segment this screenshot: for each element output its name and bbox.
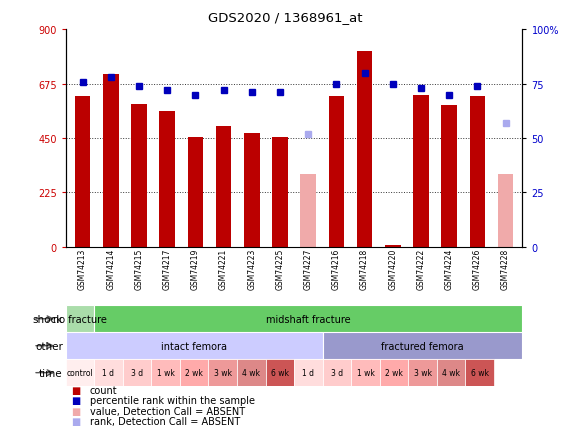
Bar xyxy=(300,175,316,247)
Text: value, Detection Call = ABSENT: value, Detection Call = ABSENT xyxy=(90,406,245,415)
Bar xyxy=(413,95,429,247)
Bar xyxy=(498,175,513,247)
Text: time: time xyxy=(39,368,63,378)
Bar xyxy=(385,245,400,247)
Text: GDS2020 / 1368961_at: GDS2020 / 1368961_at xyxy=(208,11,363,24)
Text: 1 wk: 1 wk xyxy=(156,368,175,377)
Text: 1 wk: 1 wk xyxy=(356,368,375,377)
Bar xyxy=(244,134,260,247)
Bar xyxy=(66,306,94,332)
Bar xyxy=(159,112,175,247)
Bar xyxy=(437,359,465,386)
Bar xyxy=(208,359,237,386)
Bar xyxy=(216,127,231,247)
Bar xyxy=(180,359,208,386)
Bar xyxy=(66,332,323,359)
Text: 1 d: 1 d xyxy=(302,368,315,377)
Text: count: count xyxy=(90,385,117,395)
Bar xyxy=(357,52,372,247)
Bar xyxy=(75,96,90,247)
Bar xyxy=(131,105,147,247)
Text: ■: ■ xyxy=(71,406,81,415)
Text: rank, Detection Call = ABSENT: rank, Detection Call = ABSENT xyxy=(90,416,240,426)
Text: 2 wk: 2 wk xyxy=(385,368,403,377)
Text: 3 wk: 3 wk xyxy=(214,368,232,377)
Text: 3 wk: 3 wk xyxy=(413,368,432,377)
Text: 2 wk: 2 wk xyxy=(185,368,203,377)
Text: control: control xyxy=(67,368,93,377)
Text: no fracture: no fracture xyxy=(53,314,107,324)
Text: percentile rank within the sample: percentile rank within the sample xyxy=(90,395,255,405)
Text: ■: ■ xyxy=(71,385,81,395)
Text: 3 d: 3 d xyxy=(131,368,143,377)
Text: 1 d: 1 d xyxy=(102,368,115,377)
Bar xyxy=(465,359,494,386)
Bar xyxy=(94,359,123,386)
Text: intact femora: intact femora xyxy=(161,341,227,351)
Text: ■: ■ xyxy=(71,395,81,405)
Bar xyxy=(237,359,266,386)
Text: ■: ■ xyxy=(71,416,81,426)
Bar xyxy=(351,359,380,386)
Text: other: other xyxy=(35,341,63,351)
Text: midshaft fracture: midshaft fracture xyxy=(266,314,351,324)
Text: 6 wk: 6 wk xyxy=(471,368,489,377)
Bar xyxy=(151,359,180,386)
Text: fractured femora: fractured femora xyxy=(381,341,464,351)
Text: 3 d: 3 d xyxy=(331,368,343,377)
Bar xyxy=(272,138,288,247)
Text: 4 wk: 4 wk xyxy=(442,368,460,377)
Text: 4 wk: 4 wk xyxy=(242,368,260,377)
Bar xyxy=(294,359,323,386)
Bar xyxy=(323,359,351,386)
Bar xyxy=(323,332,522,359)
Text: 6 wk: 6 wk xyxy=(271,368,289,377)
Bar xyxy=(266,359,294,386)
Bar xyxy=(408,359,437,386)
Bar xyxy=(66,359,94,386)
Bar xyxy=(328,96,344,247)
Bar xyxy=(469,96,485,247)
Bar xyxy=(123,359,151,386)
Bar xyxy=(441,106,457,247)
Bar xyxy=(103,75,119,247)
Bar xyxy=(380,359,408,386)
Bar xyxy=(188,138,203,247)
Text: shock: shock xyxy=(33,314,63,324)
